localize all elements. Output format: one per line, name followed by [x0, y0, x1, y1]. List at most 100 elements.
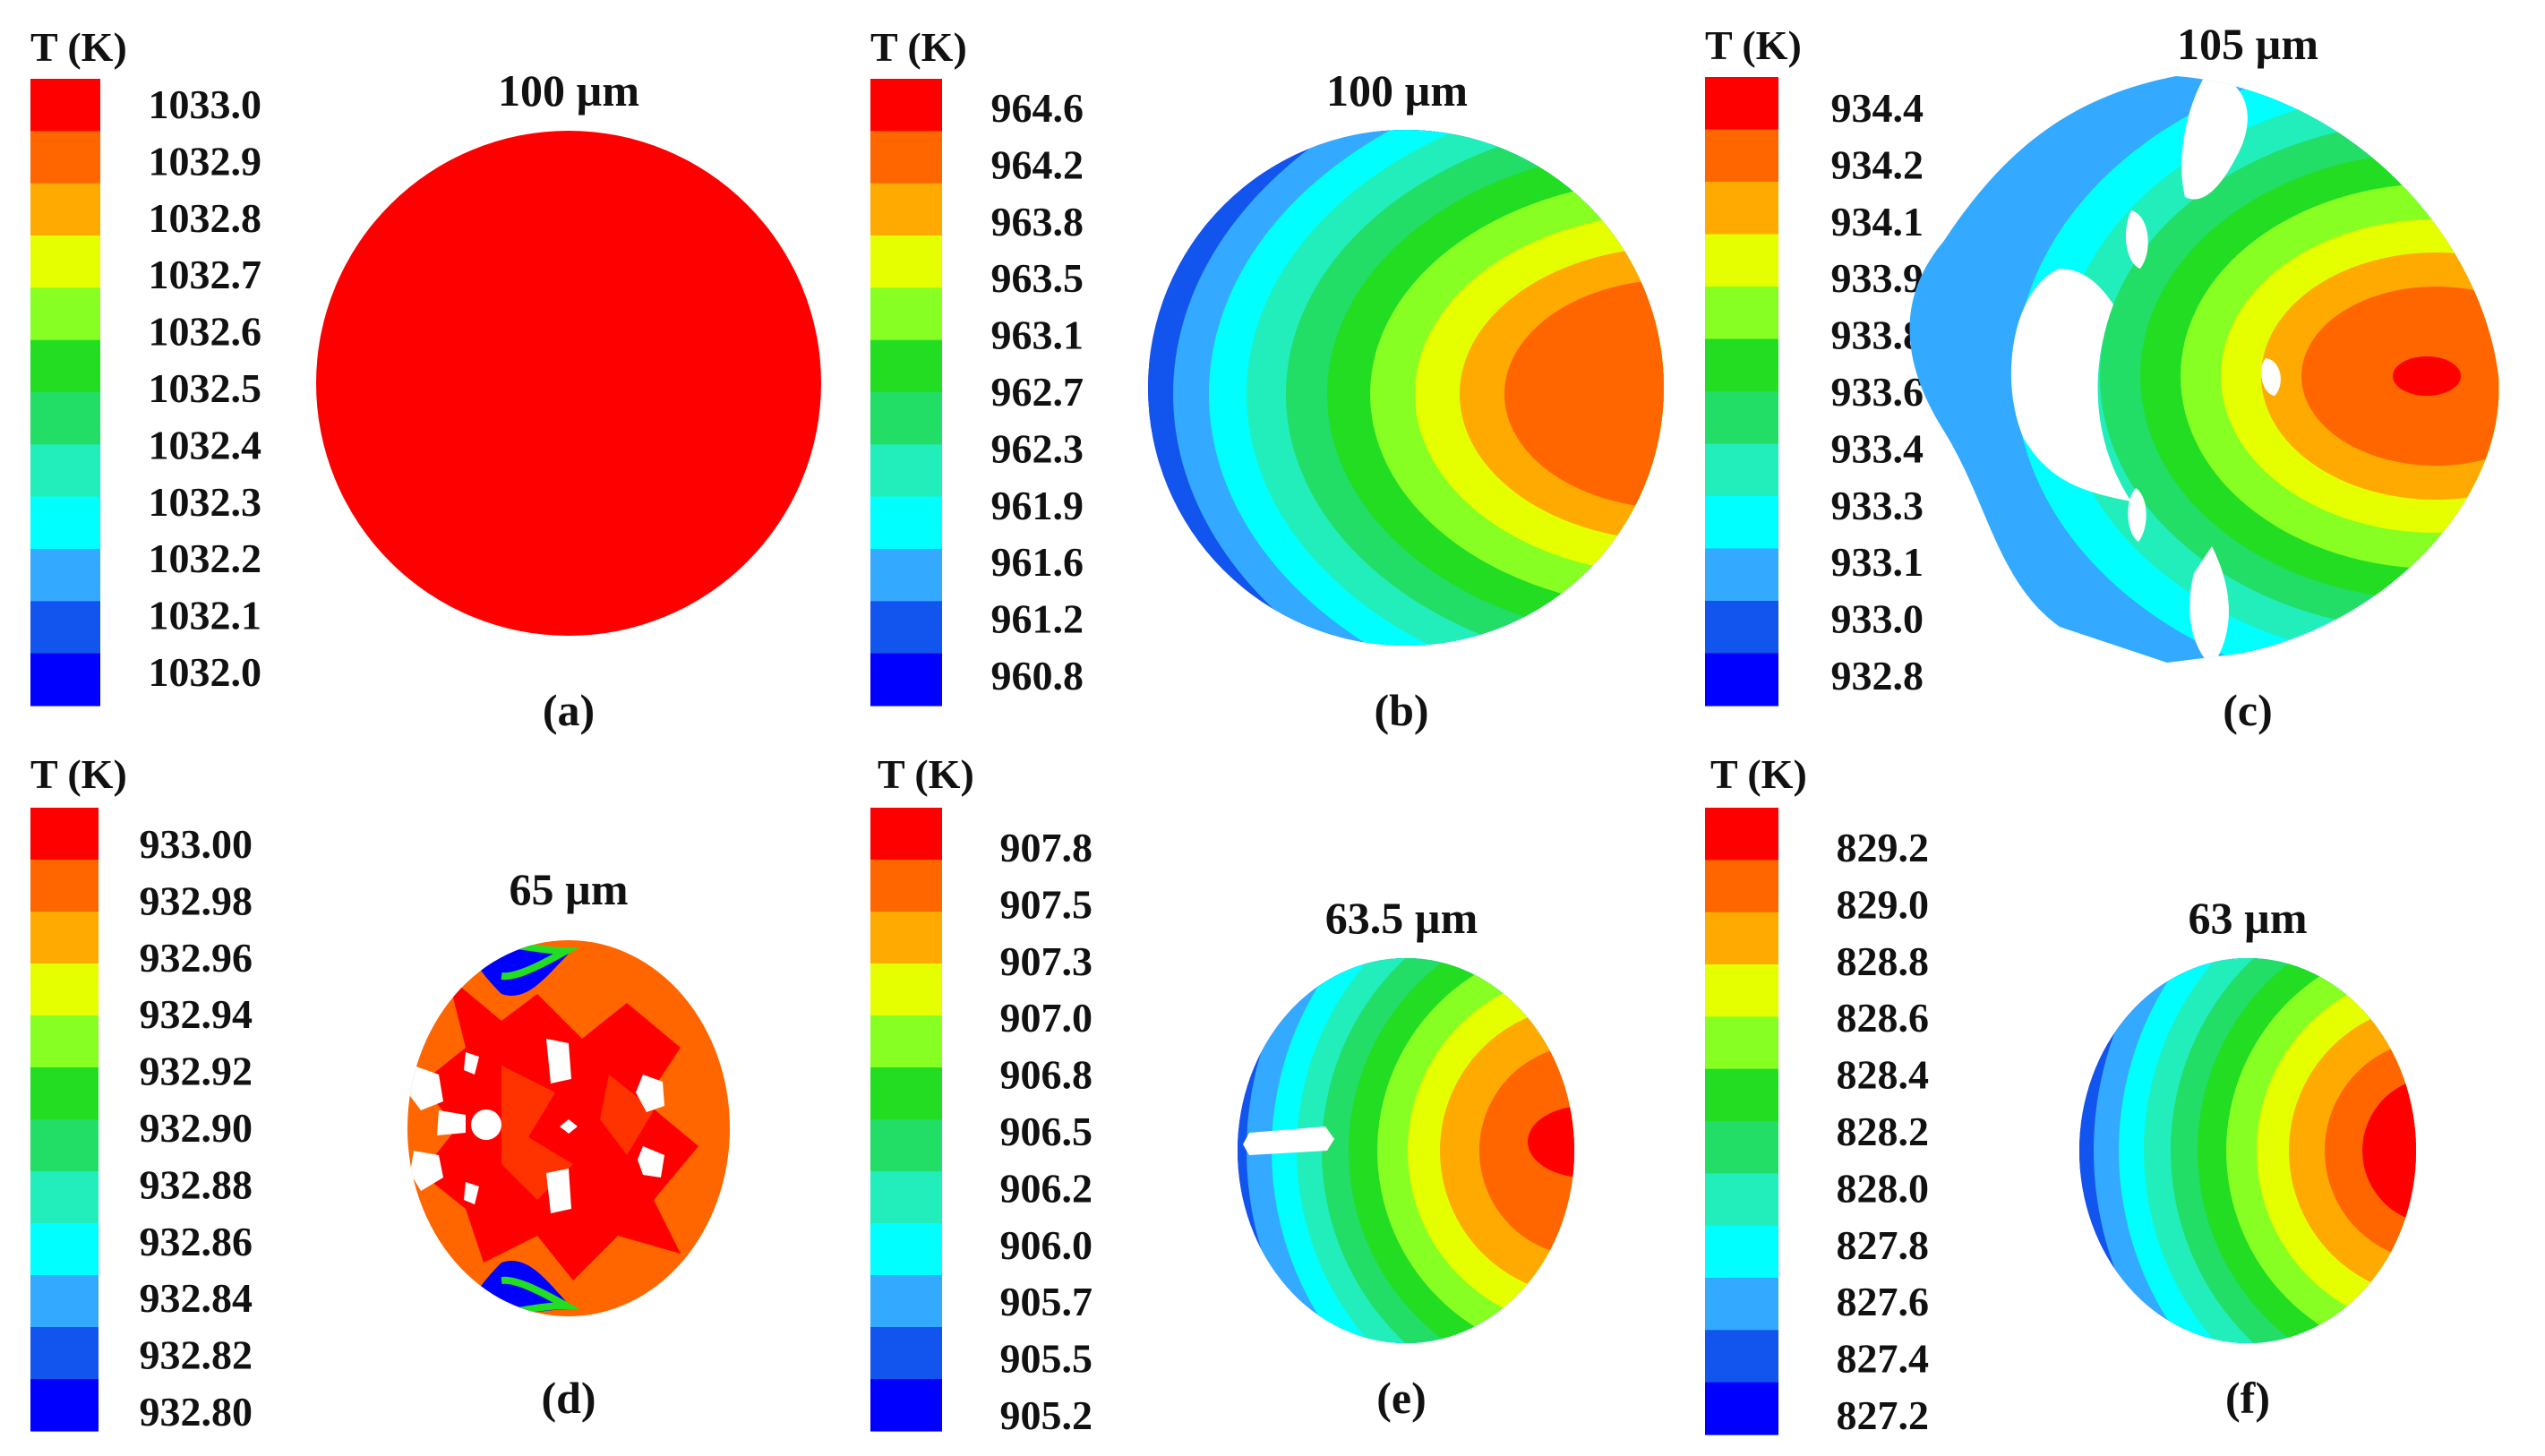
colorbar-swatch [870, 1327, 942, 1380]
colorbar-swatch [870, 1067, 942, 1120]
panel-label-d: (d) [541, 1373, 596, 1423]
legend-value: 933.9 [1831, 255, 1924, 301]
legend-value: 1032.7 [149, 252, 262, 297]
colorbar-swatch [870, 1119, 942, 1172]
legend-title-f: T (K) [1710, 751, 1807, 797]
legend-value: 932.90 [140, 1105, 253, 1151]
legend-value: 906.8 [1000, 1052, 1093, 1098]
legend-value: 906.5 [1000, 1109, 1093, 1154]
legend-value: 934.4 [1831, 85, 1924, 131]
legend-value: 829.2 [1837, 825, 1930, 870]
colorbar-swatch [1705, 287, 1778, 340]
legend-value: 960.8 [991, 653, 1084, 698]
panel-e: T (K) 907.8 907.5 907.3 907.0 906.8 906.5 906.… [870, 751, 1574, 1438]
legend-value: 963.8 [991, 199, 1084, 244]
temperature-contour-b [1148, 130, 1664, 646]
legend-value: 932.98 [140, 878, 253, 923]
colorbar-swatch [30, 1327, 99, 1380]
colorbar-swatch [870, 392, 942, 445]
legend-value: 907.0 [1000, 995, 1093, 1041]
legend-value: 1032.1 [149, 593, 262, 638]
size-label-f: 63 µm [2189, 893, 2308, 943]
colorbar-swatch [870, 653, 942, 707]
panel-label-f: (f) [2225, 1373, 2270, 1423]
panel-a: T (K) 1033.0 1032.9 1032.8 1032.7 1032.6 1032… [30, 24, 821, 735]
colorbar-swatch [30, 964, 99, 1016]
colorbar-swatch [1705, 912, 1778, 965]
colorbar-swatch [30, 1171, 99, 1224]
colorbar-swatch [870, 549, 942, 602]
colorbar-swatch [30, 392, 100, 445]
colorbar-swatch [1705, 443, 1778, 497]
colorbar-swatch [1705, 496, 1778, 550]
panel-label-b: (b) [1374, 685, 1428, 735]
legend-value: 907.3 [1000, 938, 1093, 984]
colorbar-swatch [30, 912, 99, 964]
temperature-contour-c [1909, 76, 2499, 663]
colorbar-swatch [1705, 1121, 1778, 1174]
temperature-contour-f [2079, 958, 2416, 1343]
legend-values-b: 964.6 964.2 963.8 963.5 963.1 962.7 962.3 961.9… [991, 85, 1084, 698]
colorbar-swatch [1705, 391, 1778, 445]
colorbar-swatch [1705, 182, 1778, 236]
legend-value: 961.9 [991, 483, 1084, 528]
colorbar-swatch [1705, 1330, 1778, 1383]
legend-title-a: T (K) [30, 24, 127, 70]
legend-title-c: T (K) [1705, 22, 1802, 68]
size-label-a: 100 µm [498, 65, 639, 116]
legend-value: 932.84 [140, 1275, 253, 1321]
legend-value: 932.94 [140, 991, 253, 1037]
legend-value: 827.6 [1837, 1279, 1930, 1324]
legend-value: 964.2 [991, 141, 1084, 187]
temperature-contour-e [1238, 958, 1574, 1343]
colorbar-swatch [870, 1275, 942, 1328]
colorbar-swatch [30, 131, 100, 184]
legend-value: 933.4 [1831, 425, 1924, 471]
colorbar-swatch [870, 287, 942, 341]
colorbar-swatch [1705, 964, 1778, 1017]
legend-value: 907.8 [1000, 825, 1093, 870]
colorbar-swatch [30, 183, 100, 236]
colorbar-swatch [870, 79, 942, 132]
legend-value: 963.5 [991, 255, 1084, 301]
legend-values-e: 907.8 907.5 907.3 907.0 906.8 906.5 906.2 906.0… [1000, 825, 1093, 1438]
size-label-c: 105 µm [2177, 19, 2318, 69]
colorbar-swatch [30, 496, 100, 550]
legend-value: 933.00 [140, 821, 253, 867]
colorbar-swatch [870, 496, 942, 550]
colorbar-swatch [30, 1223, 99, 1276]
legend-value: 1033.0 [149, 81, 262, 127]
colorbar-swatch [30, 444, 100, 498]
colorbar-swatch [1705, 129, 1778, 183]
legend-value: 907.5 [1000, 881, 1093, 927]
colorbar-swatch [870, 860, 942, 912]
colorbar-c [1705, 77, 1778, 707]
legend-value: 906.2 [1000, 1165, 1093, 1211]
legend-value: 962.3 [991, 425, 1084, 471]
legend-value: 932.82 [140, 1332, 253, 1378]
panel-label-c: (c) [2223, 685, 2273, 735]
legend-value: 932.8 [1831, 653, 1924, 698]
legend-value: 905.5 [1000, 1336, 1093, 1382]
legend-values-a: 1033.0 1032.9 1032.8 1032.7 1032.6 1032.5 1032… [149, 81, 262, 695]
colorbar-swatch [1705, 860, 1778, 913]
legend-value: 828.2 [1837, 1109, 1930, 1154]
colorbar-swatch [30, 1275, 99, 1328]
colorbar-swatch [870, 1223, 942, 1276]
legend-value: 933.8 [1831, 313, 1924, 358]
colorbar-swatch [870, 601, 942, 655]
size-label-e: 63.5 µm [1325, 893, 1478, 943]
legend-value: 1032.8 [149, 195, 262, 241]
colorbar-swatch [1705, 653, 1778, 707]
legend-title-b: T (K) [870, 24, 967, 70]
colorbar-swatch [870, 339, 942, 393]
colorbar-swatch [1705, 234, 1778, 287]
colorbar-swatch [1705, 338, 1778, 392]
uniform-temperature-disk [316, 131, 821, 636]
colorbar-swatch [1705, 1016, 1778, 1070]
legend-value: 932.86 [140, 1219, 253, 1264]
legend-value: 932.88 [140, 1161, 253, 1207]
legend-value: 961.6 [991, 539, 1084, 585]
legend-value: 962.7 [991, 369, 1084, 415]
